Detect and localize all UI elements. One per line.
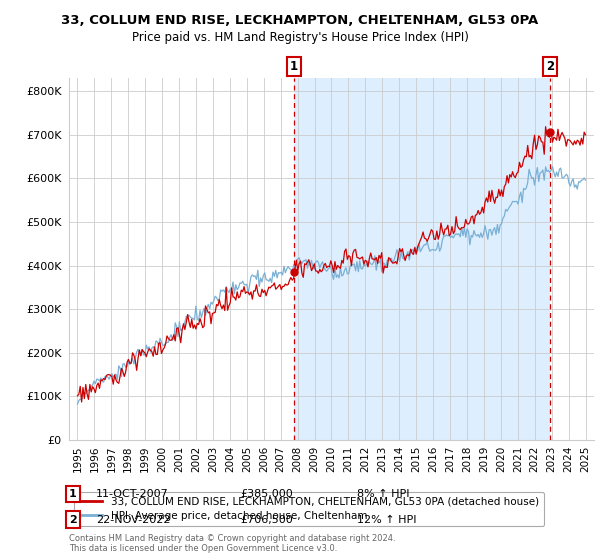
Text: 33, COLLUM END RISE, LECKHAMPTON, CHELTENHAM, GL53 0PA: 33, COLLUM END RISE, LECKHAMPTON, CHELTE… (61, 14, 539, 27)
Legend: 33, COLLUM END RISE, LECKHAMPTON, CHELTENHAM, GL53 0PA (detached house), HPI: Av: 33, COLLUM END RISE, LECKHAMPTON, CHELTE… (74, 492, 544, 526)
Text: 2: 2 (546, 60, 554, 73)
Text: 8% ↑ HPI: 8% ↑ HPI (357, 489, 409, 499)
Text: 1: 1 (69, 489, 77, 499)
Text: £385,000: £385,000 (240, 489, 293, 499)
Bar (294, 78, 550, 440)
Text: Contains HM Land Registry data © Crown copyright and database right 2024.
This d: Contains HM Land Registry data © Crown c… (69, 534, 395, 553)
Text: 2: 2 (69, 515, 77, 525)
Text: 1: 1 (290, 60, 298, 73)
Text: 22-NOV-2022: 22-NOV-2022 (96, 515, 170, 525)
Text: Price paid vs. HM Land Registry's House Price Index (HPI): Price paid vs. HM Land Registry's House … (131, 31, 469, 44)
Text: £706,500: £706,500 (240, 515, 293, 525)
Text: 12% ↑ HPI: 12% ↑ HPI (357, 515, 416, 525)
Text: 11-OCT-2007: 11-OCT-2007 (96, 489, 169, 499)
